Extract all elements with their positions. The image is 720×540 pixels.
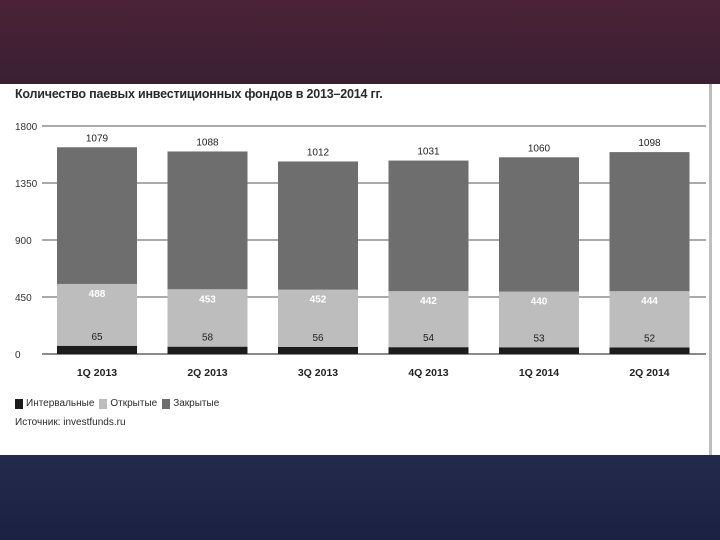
bar-interval-2 [278, 346, 358, 354]
y-tick-label-450: 450 [15, 293, 32, 304]
data-label-open-2: 452 [310, 295, 327, 306]
chart-source: Источник: investfunds.ru [15, 417, 126, 428]
data-label-closed-2: 1012 [307, 147, 330, 158]
bar-open-3 [388, 291, 469, 348]
legend-label-interval: Интервальные [26, 398, 95, 409]
chart-legend: Интервальные Открытые Закрытые [15, 398, 224, 409]
x-tick-label-1: 2Q 2013 [187, 367, 227, 379]
bar-interval-5 [609, 347, 690, 354]
bar-closed-3 [388, 160, 469, 292]
legend-item-closed: Закрытые [162, 398, 219, 409]
data-label-interval-3: 54 [423, 333, 435, 344]
data-label-interval-4: 53 [533, 333, 545, 344]
data-label-closed-3: 1031 [417, 147, 440, 158]
chart-panel: Количество паевых инвестиционных фондов … [0, 84, 720, 455]
bar-open-4 [499, 291, 579, 348]
data-label-closed-5: 1098 [638, 138, 661, 149]
data-label-interval-5: 52 [644, 333, 656, 344]
bar-interval-0 [57, 345, 137, 354]
x-tick-label-0: 1Q 2013 [77, 367, 117, 379]
bar-closed-5 [609, 152, 690, 292]
x-tick-label-4: 1Q 2014 [519, 367, 559, 379]
bar-open-5 [609, 291, 690, 348]
x-tick-label-2: 3Q 2013 [298, 367, 338, 379]
legend-swatch-interval [15, 398, 23, 409]
x-tick-label-5: 2Q 2014 [629, 367, 669, 379]
data-label-interval-2: 56 [312, 333, 324, 344]
data-label-open-1: 453 [199, 294, 216, 305]
bar-closed-1 [167, 151, 248, 290]
bar-interval-4 [499, 347, 579, 354]
bar-interval-3 [388, 347, 469, 354]
data-label-open-5: 444 [641, 296, 658, 307]
x-tick-label-3: 4Q 2013 [408, 367, 448, 379]
legend-swatch-closed [162, 398, 171, 409]
panel-edge-rule [709, 84, 712, 455]
slide-bottom-background [0, 455, 720, 540]
bar-interval-1 [167, 346, 248, 354]
stacked-bar-chart: 0 450 900 1350 1800 65 488 1079 1Q 2013 58 453 1088… [15, 122, 706, 379]
y-tick-label-1350: 1350 [15, 179, 38, 190]
legend-label-open: Открытые [110, 398, 158, 409]
data-label-open-4: 440 [531, 297, 548, 308]
data-label-closed-4: 1060 [528, 143, 551, 154]
data-label-interval-0: 65 [91, 332, 103, 343]
legend-item-open: Открытые [99, 398, 157, 409]
bar-open-1 [167, 289, 248, 347]
bar-open-2 [278, 289, 358, 347]
y-tick-label-900: 900 [15, 236, 32, 247]
y-tick-label-1800: 1800 [15, 122, 38, 133]
data-label-closed-0: 1079 [86, 133, 109, 144]
bar-closed-0 [57, 147, 137, 284]
bar-open-0 [57, 283, 137, 346]
y-tick-label-0: 0 [15, 350, 21, 361]
data-label-closed-1: 1088 [196, 137, 219, 148]
chart-title: Количество паевых инвестиционных фондов … [15, 87, 383, 101]
data-label-open-0: 488 [89, 289, 106, 300]
legend-item-interval: Интервальные [15, 398, 94, 409]
data-label-open-3: 442 [420, 296, 437, 307]
slide-top-background [0, 0, 720, 84]
bar-closed-4 [499, 157, 579, 292]
legend-swatch-open [99, 398, 108, 409]
data-label-interval-1: 58 [202, 333, 214, 344]
legend-label-closed: Закрытые [173, 398, 220, 409]
bar-closed-2 [278, 161, 358, 290]
